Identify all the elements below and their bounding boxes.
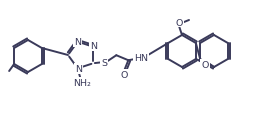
Text: N: N [75,64,82,73]
Text: HN: HN [134,53,148,62]
Text: NH₂: NH₂ [73,78,91,87]
Text: O: O [121,70,128,79]
Text: N: N [74,38,81,47]
Text: S: S [101,58,107,67]
Text: O: O [175,18,183,27]
Text: N: N [90,42,97,51]
Text: O: O [201,60,209,69]
